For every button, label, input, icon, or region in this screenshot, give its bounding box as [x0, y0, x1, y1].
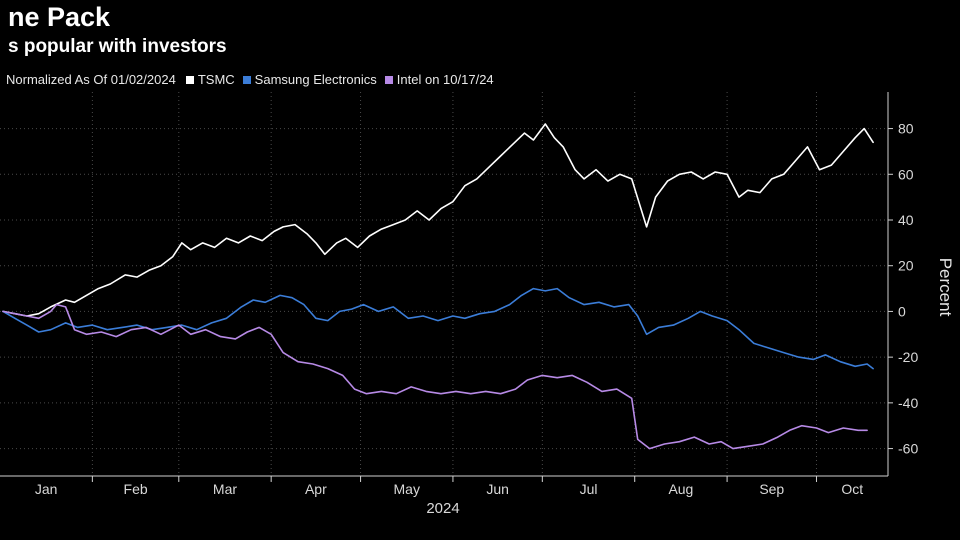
x-tick-label: Feb — [124, 481, 148, 497]
legend-label-samsung: Samsung Electronics — [254, 72, 377, 87]
x-tick-label: Jun — [486, 481, 509, 497]
legend-swatch-tsmc — [185, 75, 194, 84]
x-tick-label: Apr — [305, 481, 327, 497]
x-tick-label: Jul — [580, 481, 598, 497]
legend-item-samsung: Samsung Electronics — [242, 72, 377, 87]
legend-note: Normalized As Of 01/02/2024 — [6, 72, 176, 87]
x-tick-label: Jan — [35, 481, 58, 497]
legend-item-intel: Intel on 10/17/24 — [384, 72, 494, 87]
y-axis-label: Percent — [936, 258, 955, 317]
grid-layer — [0, 92, 888, 482]
legend-swatch-samsung — [242, 75, 251, 84]
chart-subtitle: s popular with investors — [8, 36, 227, 57]
x-tick-label: Oct — [841, 481, 863, 497]
chart-title: ne Pack — [8, 2, 111, 32]
series-layer — [2, 123, 874, 450]
x-axis-year-label: 2024 — [426, 500, 459, 517]
y-tick-label: 60 — [898, 166, 914, 182]
y-tick-label: 80 — [898, 121, 914, 137]
legend-swatch-intel — [384, 75, 393, 84]
axis-layer: Percent 2024 80 60 40 20 0 -20 -40 -60 Jan Feb Mar… — [0, 92, 955, 517]
intel-line — [2, 303, 868, 450]
y-tick-label: -40 — [898, 395, 918, 411]
y-tick-label: 20 — [898, 258, 914, 274]
x-tick-label: Sep — [759, 481, 784, 497]
legend-label-tsmc: TSMC — [197, 72, 235, 87]
y-tick-label: -60 — [898, 441, 918, 457]
x-tick-label: May — [394, 481, 420, 497]
legend-item-tsmc: TSMC — [185, 72, 235, 87]
legend-label-intel: Intel on 10/17/24 — [396, 72, 494, 87]
y-tick-label: 40 — [898, 212, 914, 228]
legend: Normalized As Of 01/02/2024 TSMC Samsung… — [6, 72, 502, 87]
y-tick-label: -20 — [898, 349, 918, 365]
y-tick-label: 0 — [898, 303, 906, 319]
tsmc-line — [2, 123, 874, 317]
x-tick-label: Mar — [213, 481, 237, 497]
x-tick-label: Aug — [668, 481, 693, 497]
